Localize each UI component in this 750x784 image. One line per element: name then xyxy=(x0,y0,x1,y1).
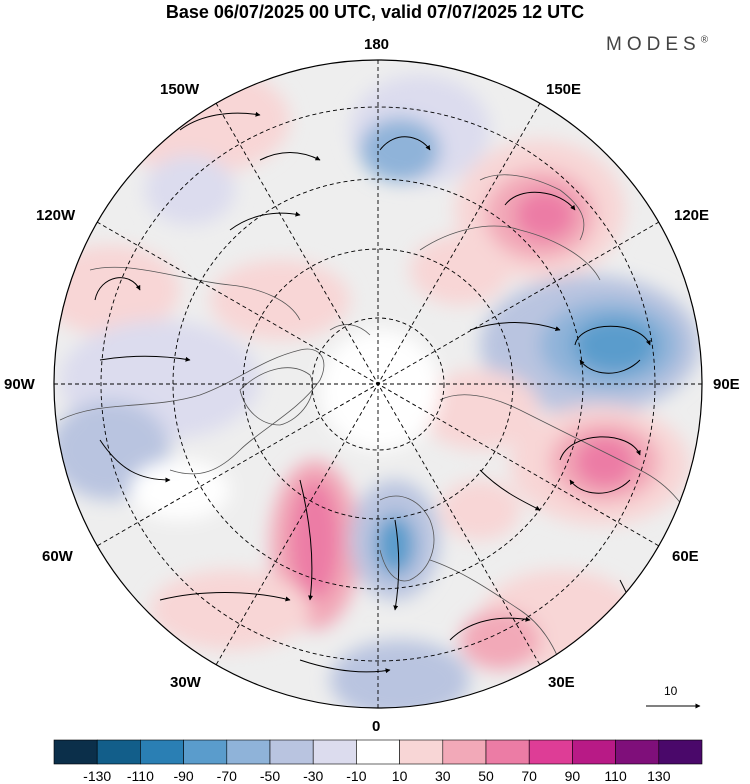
colorbar-tick-label: 90 xyxy=(564,768,581,784)
colorbar-swatch xyxy=(96,739,141,765)
label-lon-60w: 60W xyxy=(42,548,73,565)
colorbar-swatch xyxy=(528,739,573,765)
colorbar-tick-label: -90 xyxy=(173,768,194,784)
colorbar-tick-label: 30 xyxy=(435,768,451,784)
label-lon-150e: 150E xyxy=(546,81,582,98)
colorbar-swatch xyxy=(312,739,357,765)
colorbar xyxy=(53,739,703,765)
label-lon-0: 0 xyxy=(372,718,381,735)
arrow-placeholder xyxy=(376,30,386,32)
label-lon-180: 180 xyxy=(364,36,390,53)
colorbar-swatch xyxy=(615,739,660,765)
brand-name: MODES xyxy=(606,34,701,55)
graticule xyxy=(54,60,702,708)
colorbar-swatch xyxy=(356,739,400,765)
colorbar-tick-label: 10 xyxy=(391,768,408,784)
label-lon-150w: 150W xyxy=(160,81,200,98)
brand-registered-mark: ® xyxy=(700,34,709,46)
label-lon-90e: 90E xyxy=(713,376,740,393)
map-border xyxy=(53,59,703,709)
colorbar-swatch xyxy=(485,739,530,765)
label-lon-90w: 90W xyxy=(4,376,35,393)
colorbar-swatch xyxy=(442,739,487,765)
label-lon-30e: 30E xyxy=(548,674,575,691)
colorbar-tick-label: -30 xyxy=(303,768,324,784)
label-lon-120w: 120W xyxy=(36,207,76,224)
label-lon-60e: 60E xyxy=(672,548,699,565)
wind-vectors xyxy=(94,111,651,674)
colorbar-tick-label: 70 xyxy=(521,768,537,784)
colorbar-swatch xyxy=(399,739,444,765)
label-lon-120e: 120E xyxy=(674,207,710,224)
colorbar-tick-label: -50 xyxy=(259,768,281,784)
label-lon-30w: 30W xyxy=(170,674,201,691)
colorbar-swatch xyxy=(53,739,98,765)
colorbar-swatch xyxy=(140,739,184,765)
colorbar-tick-label: -70 xyxy=(216,768,237,784)
brand-logo: MODES® xyxy=(606,34,708,56)
colorbar-tick-label: 50 xyxy=(478,768,494,784)
colorbar-swatch xyxy=(658,739,703,765)
colorbar-tick-label: 130 xyxy=(647,768,671,784)
colorbar-swatch xyxy=(226,739,271,765)
map-title: Base 06/07/2025 00 UTC, valid 07/07/2025… xyxy=(165,2,585,22)
colorbar-tick-label: 110 xyxy=(604,768,627,784)
colorbar-tick-label: -110 xyxy=(126,768,154,784)
colorbar-swatch xyxy=(572,739,616,765)
colorbar-tick-label: -10 xyxy=(346,768,367,784)
colorbar-swatch xyxy=(269,739,314,765)
colorbar-swatch xyxy=(183,739,228,765)
colorbar-tick-label: -130 xyxy=(83,768,112,784)
reference-vector-label: 10 xyxy=(664,684,678,698)
